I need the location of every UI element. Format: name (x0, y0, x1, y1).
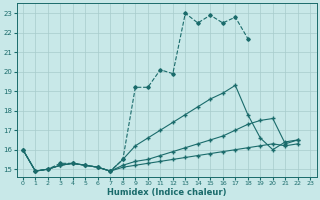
X-axis label: Humidex (Indice chaleur): Humidex (Indice chaleur) (107, 188, 226, 197)
